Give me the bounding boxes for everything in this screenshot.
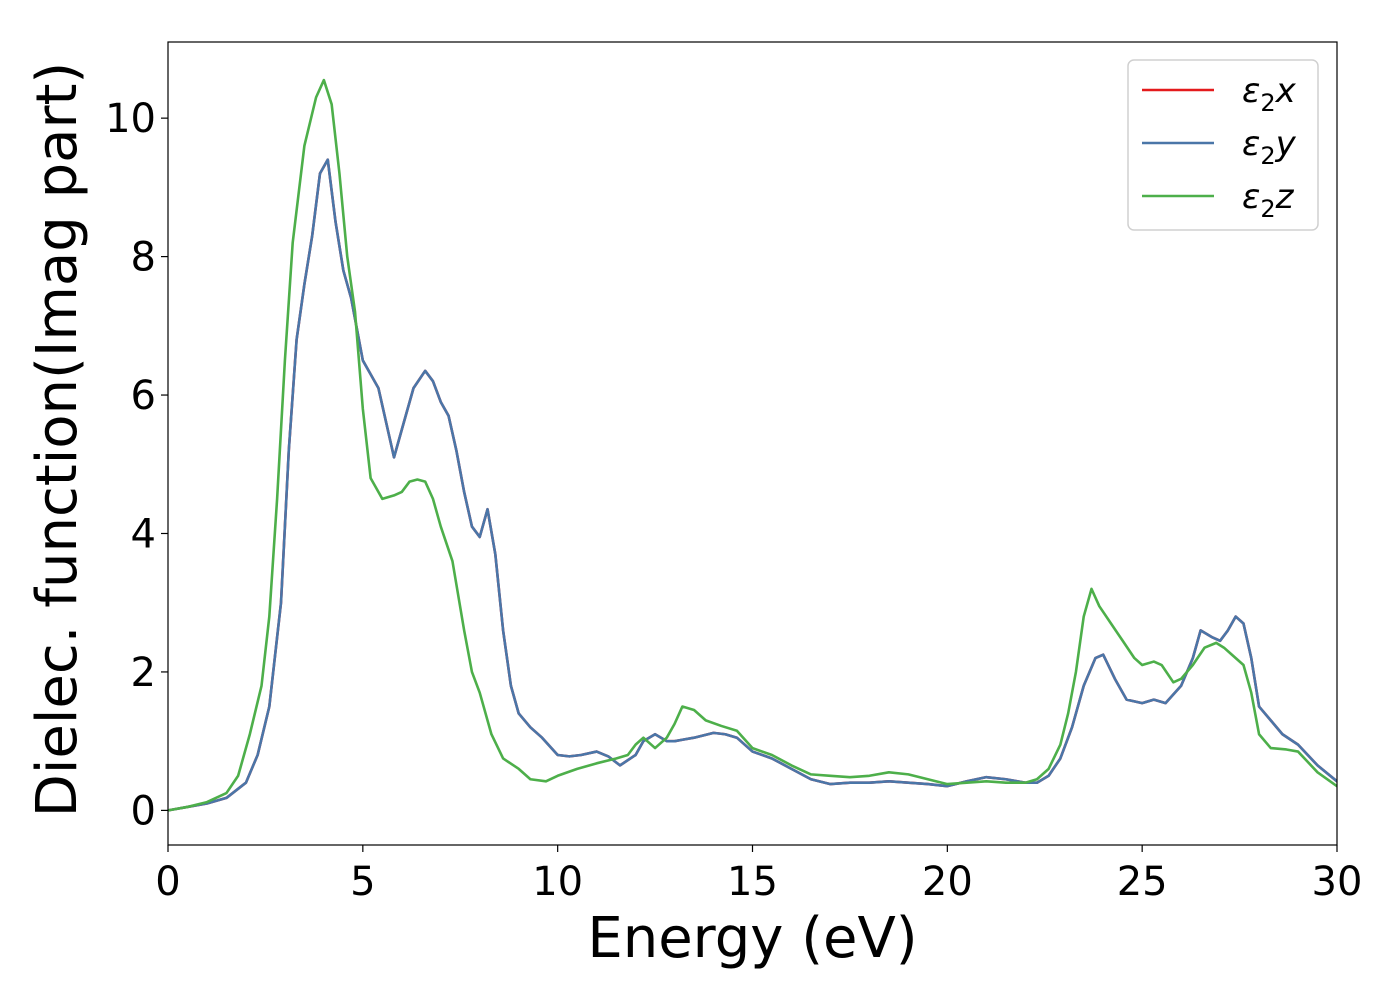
legend-subscript: 2 xyxy=(1260,142,1275,170)
legend-subscript: 2 xyxy=(1260,195,1275,223)
legend-component: y xyxy=(1275,124,1297,164)
legend-component: x xyxy=(1275,71,1297,111)
x-axis-ticks: 0 5 10 15 20 25 30 xyxy=(155,845,1362,905)
x-tick-label: 0 xyxy=(155,859,180,905)
legend-label-z: ε2z xyxy=(1242,177,1295,223)
y-tick-label: 2 xyxy=(131,650,156,696)
x-tick-label: 15 xyxy=(727,859,778,905)
series-line-x xyxy=(168,158,1337,812)
y-tick-label: 8 xyxy=(131,235,156,281)
legend-symbol: ε xyxy=(1242,124,1260,164)
x-tick-label: 10 xyxy=(532,859,583,905)
plot-area xyxy=(168,78,1337,812)
legend-subscript: 2 xyxy=(1260,89,1275,117)
legend-symbol: ε xyxy=(1242,177,1260,217)
y-tick-label: 6 xyxy=(131,373,156,419)
y-tick-label: 10 xyxy=(105,96,156,142)
x-axis-label: Energy (eV) xyxy=(587,906,917,971)
x-tick-label: 5 xyxy=(350,859,375,905)
y-tick-label: 0 xyxy=(131,788,156,834)
legend-symbol: ε xyxy=(1242,71,1260,111)
legend-label-x: ε2x xyxy=(1242,71,1297,117)
legend-label-y: ε2y xyxy=(1242,124,1297,170)
x-tick-label: 25 xyxy=(1117,859,1168,905)
x-tick-label: 20 xyxy=(922,859,973,905)
series-line-z xyxy=(168,78,1337,812)
series-line-y xyxy=(168,158,1337,812)
y-axis-label: Dielec. function(Imag part) xyxy=(25,62,90,818)
x-tick-label: 30 xyxy=(1312,859,1363,905)
y-tick-label: 4 xyxy=(131,511,156,557)
legend-frame xyxy=(1127,59,1319,231)
legend-component: z xyxy=(1275,177,1295,217)
y-axis-ticks: 0 2 4 6 8 10 xyxy=(105,96,168,834)
